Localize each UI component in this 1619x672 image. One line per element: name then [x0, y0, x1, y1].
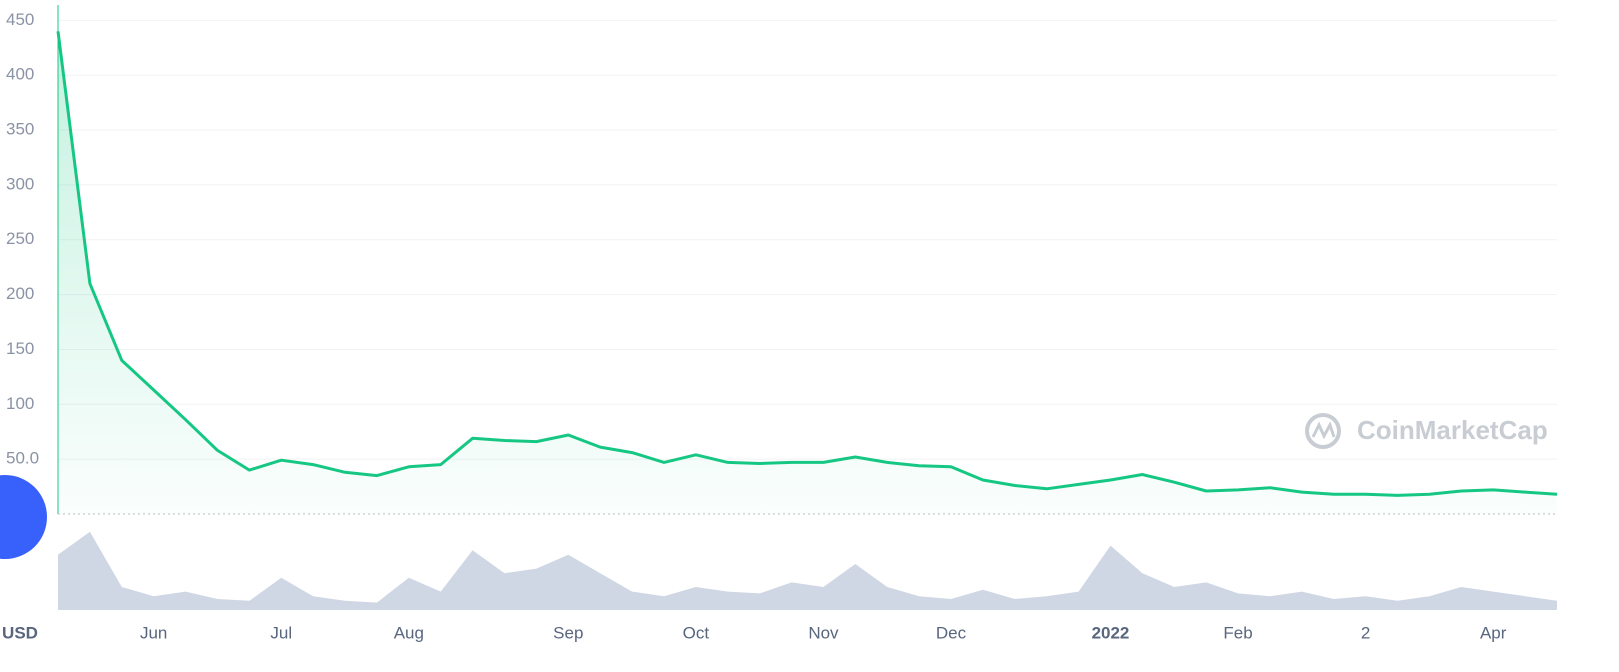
- volume-area: [58, 531, 1557, 610]
- y-tick-label: 300: [6, 174, 34, 193]
- price-area: [58, 31, 1557, 515]
- y-tick-label: 450: [6, 10, 34, 29]
- y-tick-label: 350: [6, 120, 34, 139]
- y-tick-label: 200: [6, 284, 34, 303]
- watermark: CoinMarketCap: [1305, 413, 1548, 449]
- x-tick-label: Jun: [140, 623, 167, 642]
- x-tick-label: Dec: [936, 623, 967, 642]
- y-tick-label: 250: [6, 229, 34, 248]
- x-tick-label: Aug: [394, 623, 424, 642]
- x-tick-label: Sep: [553, 623, 583, 642]
- x-tick-label: 2022: [1092, 623, 1130, 642]
- x-tick-label: Feb: [1223, 623, 1252, 642]
- y-tick-label: 150: [6, 339, 34, 358]
- x-tick-label: Jul: [270, 623, 292, 642]
- x-tick-label: Nov: [808, 623, 839, 642]
- price-line: [56, 31, 1558, 497]
- x-tick-label: 2: [1361, 623, 1370, 642]
- x-tick-label: Oct: [683, 623, 710, 642]
- y-tick-label: 100: [6, 394, 34, 413]
- y-tick-label: 50.0: [6, 449, 39, 468]
- x-tick-label: Apr: [1480, 623, 1507, 642]
- y-axis-unit: USD: [2, 623, 38, 642]
- watermark-text: CoinMarketCap: [1357, 415, 1548, 445]
- y-tick-label: 400: [6, 65, 34, 84]
- badge[interactable]: [0, 475, 47, 559]
